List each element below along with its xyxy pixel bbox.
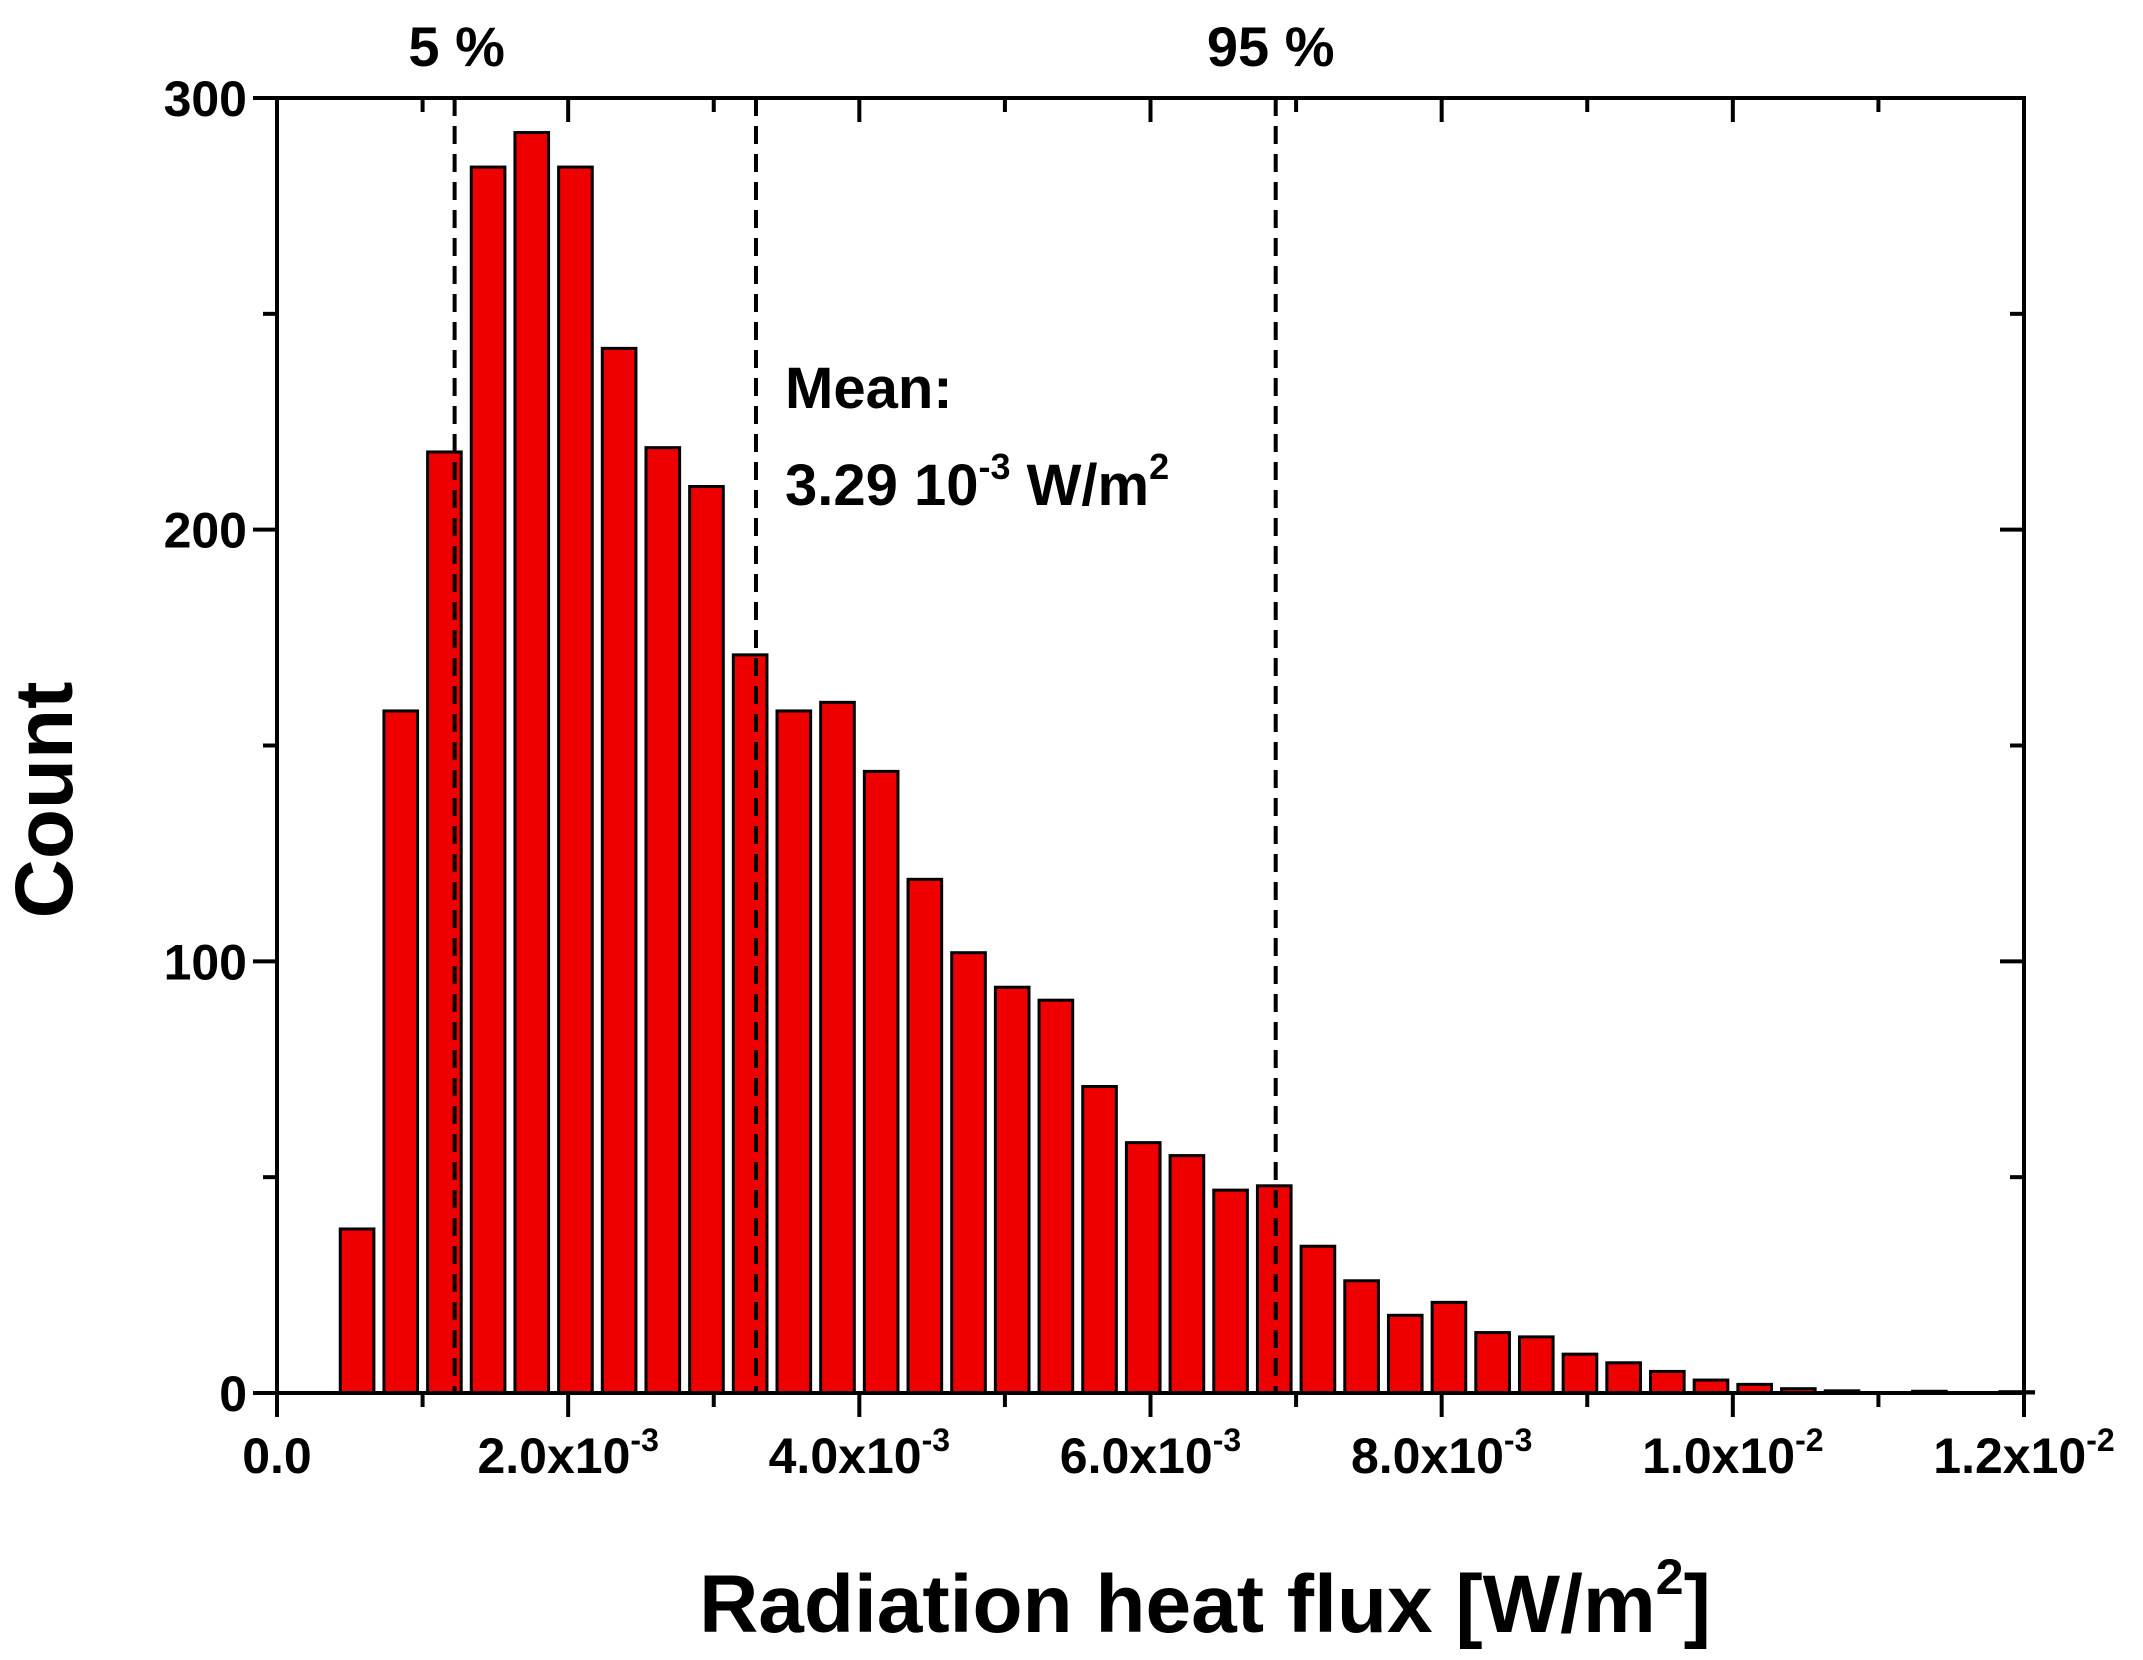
bar [513,131,551,1395]
ticks-group [253,96,2026,1417]
bar [1430,1300,1468,1395]
bar [688,485,725,1395]
x-tick-label: 1.0x10-2 [1642,1422,1823,1484]
y-tick-label: 200 [164,503,247,559]
bar [862,769,900,1395]
mean-value-exp: -3 [979,446,1011,487]
bar [1649,1369,1686,1395]
bar [644,446,682,1395]
mean-value-unit-sup: 2 [1149,446,1169,487]
bar [1124,1141,1162,1395]
bars-group [338,131,2036,1395]
x-axis-label-tail: ] [1684,1559,1711,1650]
y-tick-label: 300 [164,71,247,127]
bar [906,877,944,1395]
y-tick-label: 100 [164,934,247,990]
x-tick-label: 8.0x10-3 [1351,1422,1532,1484]
mean-value-unit: W/m [1011,453,1150,518]
x-axis-label-sup: 2 [1656,1549,1684,1605]
bar [600,346,638,1395]
bar [1474,1331,1511,1395]
bar [1605,1361,1642,1395]
tick-labels-group: 0 100 200 300 0.0 2.0x10-3 4.0x10-3 6.0x10-3 8.0… [164,71,2115,1484]
bar [1299,1244,1337,1395]
x-axis-label-main: Radiation heat flux [W/m [699,1559,1656,1650]
mean-annotation-title: Mean: [785,356,953,421]
pct95-label: 95 % [1207,15,1335,78]
vlines-group [452,98,1278,1393]
bar [731,653,769,1395]
x-axis-label: Radiation heat flux [W/m2] [699,1549,1711,1650]
bar [819,700,856,1395]
bar [557,165,594,1395]
bar [1081,1085,1118,1395]
mean-annotation-value: 3.29 10-3 W/m2 [785,446,1169,518]
x-tick-label: 2.0x10-3 [477,1422,658,1484]
bar [1343,1279,1380,1395]
y-axis-label: Count [0,682,90,919]
bar [1561,1352,1599,1395]
x-tick-label: 4.0x10-3 [769,1422,950,1484]
bar [950,951,987,1395]
bar [382,709,420,1395]
pct5-label: 5 % [408,15,505,78]
bar [1212,1188,1249,1395]
bar [338,1227,376,1395]
y-tick-label: 0 [219,1366,247,1422]
bar [993,985,1031,1395]
x-tick-label: 0.0 [242,1428,312,1484]
bar [1386,1313,1424,1395]
x-tick-label: 1.2x10-2 [1933,1422,2114,1484]
bar [1168,1154,1206,1395]
mean-value-main: 3.29 10 [785,453,979,518]
bar [1517,1335,1555,1395]
x-tick-label: 6.0x10-3 [1060,1422,1241,1484]
bar [775,709,813,1395]
bar [1037,998,1075,1395]
bar [469,165,507,1395]
